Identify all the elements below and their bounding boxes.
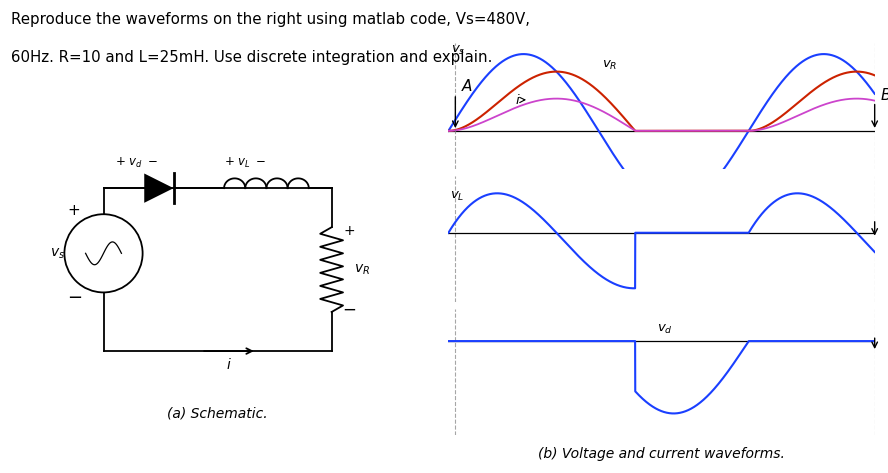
Text: $v_d$: $v_d$ bbox=[657, 324, 673, 336]
Text: Reproduce the waveforms on the right using matlab code, Vs=480V,: Reproduce the waveforms on the right usi… bbox=[11, 12, 529, 27]
Text: $v_L$: $v_L$ bbox=[450, 190, 464, 203]
Circle shape bbox=[65, 214, 143, 292]
Text: $i$: $i$ bbox=[226, 357, 232, 372]
Text: $v_s$: $v_s$ bbox=[451, 44, 465, 57]
Text: $i$: $i$ bbox=[515, 93, 525, 107]
Text: $-$: $-$ bbox=[343, 300, 357, 318]
Text: $v_s$: $v_s$ bbox=[51, 246, 66, 261]
Text: $A$: $A$ bbox=[461, 78, 473, 94]
Text: $v_R$: $v_R$ bbox=[602, 59, 617, 72]
Text: +: + bbox=[344, 224, 355, 237]
Polygon shape bbox=[144, 174, 173, 203]
Text: $B$: $B$ bbox=[880, 87, 888, 103]
Text: $+\ v_L\ -$: $+\ v_L\ -$ bbox=[224, 156, 266, 170]
Text: $-$: $-$ bbox=[67, 287, 82, 305]
Text: $+\ v_d\ -$: $+\ v_d\ -$ bbox=[115, 156, 158, 170]
Text: 60Hz. R=10 and L=25mH. Use discrete integration and explain.: 60Hz. R=10 and L=25mH. Use discrete inte… bbox=[11, 50, 492, 65]
Text: $v_R$: $v_R$ bbox=[354, 263, 370, 277]
Text: (b) Voltage and current waveforms.: (b) Voltage and current waveforms. bbox=[538, 447, 785, 461]
Text: (a) Schematic.: (a) Schematic. bbox=[167, 406, 268, 420]
Text: +: + bbox=[67, 203, 81, 219]
